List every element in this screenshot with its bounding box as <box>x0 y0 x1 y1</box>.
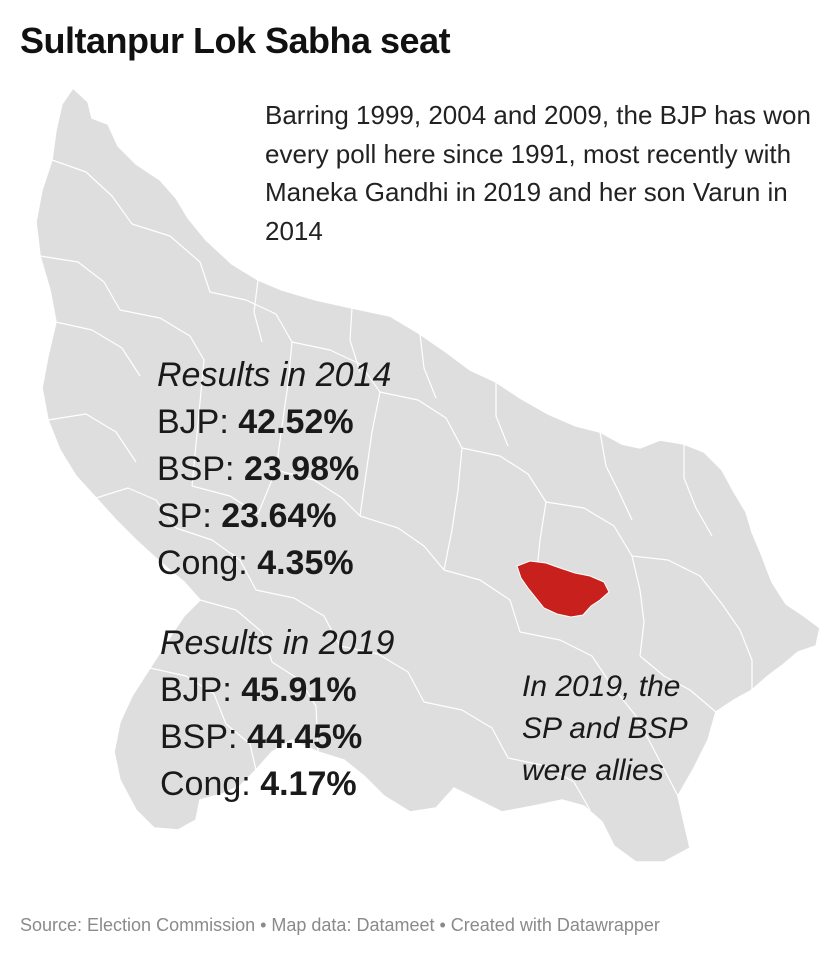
results-2014: Results in 2014 BJP: 42.52% BSP: 23.98% … <box>157 352 391 587</box>
party-label: Cong: <box>157 544 248 582</box>
party-label: Cong: <box>160 765 251 803</box>
source-footer: Source: Election Commission • Map data: … <box>20 915 660 935</box>
result-row: Cong: 4.17% <box>160 761 394 808</box>
vote-share: 23.98% <box>243 450 360 488</box>
results-2019-heading: Results in 2019 <box>160 624 395 662</box>
vote-share: 23.64% <box>221 497 337 535</box>
result-row: BSP: 44.45% <box>160 714 394 761</box>
note-line: SP and BSP <box>522 712 688 745</box>
result-row: BJP: 42.52% <box>157 399 391 446</box>
party-label: BJP: <box>157 403 229 441</box>
vote-share: 45.91% <box>241 671 357 709</box>
note-line: In 2019, the <box>522 670 681 703</box>
party-label: BSP: <box>157 450 235 488</box>
vote-share: 4.35% <box>257 544 354 582</box>
page-title: Sultanpur Lok Sabha seat <box>20 20 451 61</box>
district-borders <box>39 159 753 811</box>
result-row: Cong: 4.35% <box>157 540 391 587</box>
note-line: were allies <box>522 754 664 787</box>
result-row: SP: 23.64% <box>157 493 391 540</box>
alliance-note: In 2019, the SP and BSP were allies <box>522 666 688 792</box>
intro-text: Barring 1999, 2004 and 2009, the BJP has… <box>265 100 811 246</box>
vote-share: 44.45% <box>246 718 363 756</box>
results-2019: Results in 2019 BJP: 45.91% BSP: 44.45% … <box>160 620 394 808</box>
result-row: BSP: 23.98% <box>157 446 391 493</box>
results-2014-heading: Results in 2014 <box>157 356 392 394</box>
party-label: BSP: <box>160 718 238 756</box>
party-label: SP: <box>157 497 212 535</box>
sultanpur-district <box>516 560 610 618</box>
vote-share: 42.52% <box>238 403 354 441</box>
result-row: BJP: 45.91% <box>160 667 394 714</box>
party-label: BJP: <box>160 671 232 709</box>
state-region <box>35 86 821 863</box>
vote-share: 4.17% <box>260 765 357 803</box>
